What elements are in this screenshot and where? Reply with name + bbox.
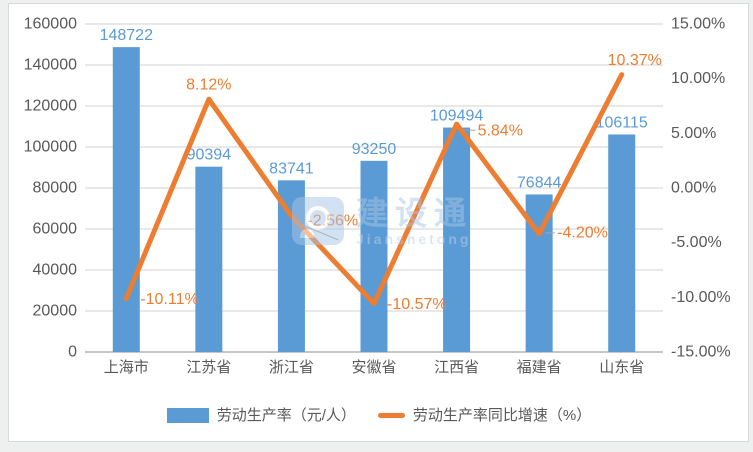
bar-value-label: 83741 — [269, 160, 314, 177]
category-label: 安徽省 — [351, 359, 396, 376]
category-label: 江西省 — [434, 359, 479, 376]
left-axis-tick-label: 20000 — [33, 303, 78, 320]
left-axis-tick-label: 40000 — [33, 262, 78, 279]
growth-line — [123, 72, 625, 307]
right-axis-tick-label: -15.00% — [671, 344, 731, 361]
left-axis-tick-label: 120000 — [24, 98, 77, 115]
line-series-swatch — [377, 413, 405, 418]
left-axis-tick-label: 0 — [68, 344, 77, 361]
legend-item-growth: 劳动生产率同比增速（%） — [377, 407, 592, 424]
category-label: 上海市 — [104, 359, 149, 376]
bar-value-label: 76844 — [517, 174, 562, 191]
bar — [608, 134, 636, 352]
legend-item-productivity: 劳动生产率（元/人） — [166, 407, 356, 424]
category-label: 福建省 — [517, 359, 562, 376]
left-axis-tick-label: 100000 — [24, 139, 77, 156]
bar-value-label: 148722 — [100, 27, 153, 44]
chart-legend: 劳动生产率（元/人） 劳动生产率同比增速（%） — [9, 408, 749, 423]
right-axis-tick-label: 0.00% — [671, 180, 716, 197]
category-label: 江苏省 — [186, 359, 231, 376]
bar-value-label: 106115 — [596, 114, 648, 131]
growth-value-label: 8.12% — [186, 77, 231, 94]
right-axis-tick-label: -10.00% — [671, 289, 731, 306]
right-axis-tick-label: 15.00% — [671, 16, 725, 33]
bar — [360, 160, 388, 352]
bar — [195, 166, 223, 352]
legend-label-productivity: 劳动生产率（元/人） — [216, 407, 356, 424]
growth-value-label: -4.20% — [557, 224, 608, 241]
right-axis-tick-label: 5.00% — [671, 125, 716, 142]
bar — [112, 47, 140, 352]
left-axis-tick-label: 60000 — [33, 221, 78, 238]
growth-value-label: 10.37% — [608, 52, 662, 69]
bar-value-label: 90394 — [187, 147, 232, 164]
bar-series-swatch — [166, 408, 209, 423]
left-axis-tick-label: 140000 — [24, 57, 77, 74]
legend-label-growth: 劳动生产率同比增速（%） — [412, 407, 592, 424]
right-axis-tick-label: 10.00% — [671, 70, 725, 87]
growth-value-label: -10.11% — [140, 291, 198, 308]
right-axis-tick-label: -5.00% — [671, 234, 722, 251]
bar — [443, 127, 471, 353]
left-axis-tick-label: 160000 — [24, 16, 77, 33]
growth-value-label: -10.57% — [387, 296, 447, 313]
bar-value-label: 93250 — [352, 141, 397, 158]
category-label: 浙江省 — [269, 359, 314, 376]
category-label: 山东省 — [599, 359, 644, 376]
growth-value-label: -2.56% — [307, 212, 358, 229]
left-axis-tick-label: 80000 — [33, 180, 78, 197]
growth-value-label: 5.84% — [478, 123, 523, 140]
bar-value-label: 109494 — [430, 108, 483, 125]
